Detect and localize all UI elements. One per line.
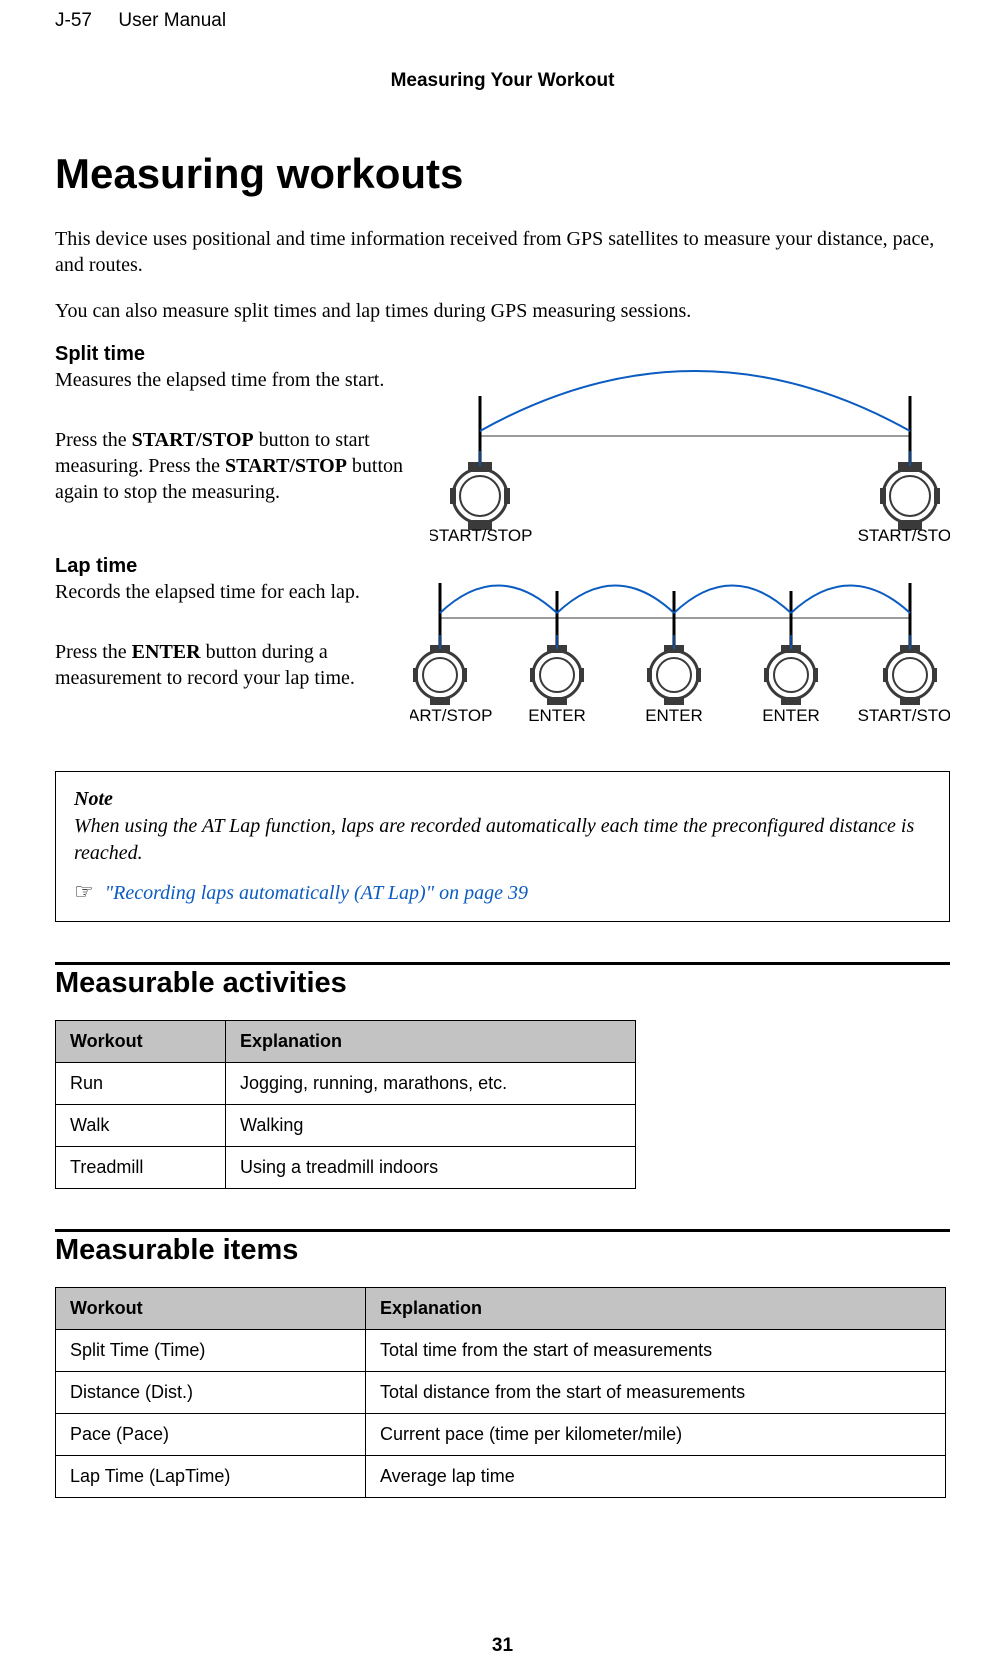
split-time-desc: Measures the elapsed time from the start… xyxy=(55,367,430,393)
page-title: Measuring workouts xyxy=(55,150,950,198)
table-cell: Total time from the start of measurement… xyxy=(366,1330,946,1372)
table-row: WalkWalking xyxy=(56,1105,636,1147)
items-heading: Measurable items xyxy=(55,1229,950,1267)
section-header: Measuring Your Workout xyxy=(55,70,950,92)
diagram-label-start-stop: START/STOP xyxy=(430,526,532,545)
split-time-instruction: Press the START/STOP button to start mea… xyxy=(55,427,430,505)
intro-paragraph-2: You can also measure split times and lap… xyxy=(55,300,950,323)
table-cell: Average lap time xyxy=(366,1456,946,1498)
note-label: Note xyxy=(74,788,113,810)
table-row: Distance (Dist.)Total distance from the … xyxy=(56,1372,946,1414)
table-header: Workout xyxy=(56,1021,226,1063)
activities-heading: Measurable activities xyxy=(55,962,950,1000)
table-cell: Pace (Pace) xyxy=(56,1414,366,1456)
table-row: TreadmillUsing a treadmill indoors xyxy=(56,1147,636,1189)
table-cell: Current pace (time per kilometer/mile) xyxy=(366,1414,946,1456)
split-time-title: Split time xyxy=(55,341,430,367)
intro-paragraph-1: This device uses positional and time inf… xyxy=(55,226,950,278)
table-cell: Jogging, running, marathons, etc. xyxy=(226,1063,636,1105)
items-table: WorkoutExplanationSplit Time (Time)Total… xyxy=(55,1287,946,1498)
note-body: When using the AT Lap function, laps are… xyxy=(74,813,931,867)
diagram-label-start-stop: START/STOP xyxy=(858,526,950,545)
diagram-label-start-stop: START/STOP xyxy=(410,706,492,725)
manual-title: User Manual xyxy=(118,10,226,31)
table-row: RunJogging, running, marathons, etc. xyxy=(56,1063,636,1105)
table-cell: Walking xyxy=(226,1105,636,1147)
table-cell: Walk xyxy=(56,1105,226,1147)
lap-time-section: Lap time Records the elapsed time for ea… xyxy=(55,553,950,733)
note-box: Note When using the AT Lap function, lap… xyxy=(55,771,950,922)
page-number: 31 xyxy=(0,1635,1005,1657)
table-cell: Split Time (Time) xyxy=(56,1330,366,1372)
table-cell: Distance (Dist.) xyxy=(56,1372,366,1414)
pointer-icon: ☞ xyxy=(74,879,94,904)
lap-time-instruction: Press the ENTER button during a measurem… xyxy=(55,639,410,691)
table-row: Pace (Pace)Current pace (time per kilome… xyxy=(56,1414,946,1456)
split-time-section: Split time Measures the elapsed time fro… xyxy=(55,341,950,551)
table-cell: Treadmill xyxy=(56,1147,226,1189)
table-cell: Run xyxy=(56,1063,226,1105)
table-row: Split Time (Time)Total time from the sta… xyxy=(56,1330,946,1372)
table-row: Lap Time (LapTime)Average lap time xyxy=(56,1456,946,1498)
table-header: Workout xyxy=(56,1288,366,1330)
lap-time-desc: Records the elapsed time for each lap. xyxy=(55,579,410,605)
diagram-label-enter: ENTER xyxy=(762,706,820,725)
table-cell: Using a treadmill indoors xyxy=(226,1147,636,1189)
activities-table: WorkoutExplanationRunJogging, running, m… xyxy=(55,1020,636,1189)
table-cell: Total distance from the start of measure… xyxy=(366,1372,946,1414)
table-header: Explanation xyxy=(366,1288,946,1330)
table-cell: Lap Time (LapTime) xyxy=(56,1456,366,1498)
diagram-label-enter: ENTER xyxy=(645,706,703,725)
lap-time-title: Lap time xyxy=(55,553,410,579)
diagram-label-start-stop: START/STOP xyxy=(858,706,950,725)
product-code: J-57 xyxy=(55,10,92,31)
lap-time-diagram: START/STOP ENTER ENTER ENTER START/STOP xyxy=(410,553,950,728)
split-time-diagram: START/STOP START/STOP xyxy=(430,341,950,546)
cross-reference-link[interactable]: "Recording laps automatically (AT Lap)" … xyxy=(105,882,528,904)
page-header: J-57 User Manual xyxy=(55,0,950,32)
table-header: Explanation xyxy=(226,1021,636,1063)
diagram-label-enter: ENTER xyxy=(528,706,586,725)
